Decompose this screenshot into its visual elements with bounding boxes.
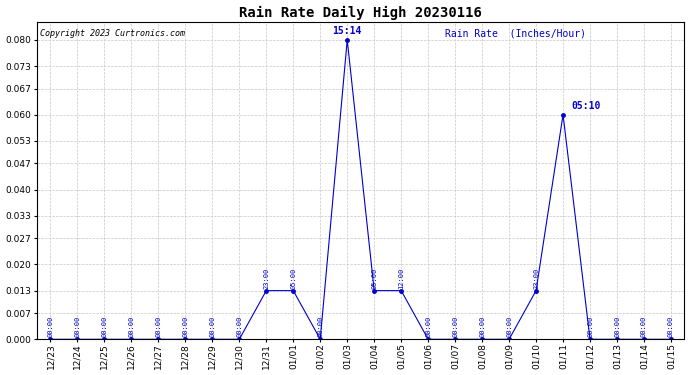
- Text: 23:00: 23:00: [533, 267, 539, 289]
- Text: 00:00: 00:00: [128, 316, 135, 338]
- Title: Rain Rate Daily High 20230116: Rain Rate Daily High 20230116: [239, 6, 482, 20]
- Text: 00:00: 00:00: [236, 316, 242, 338]
- Text: 00:00: 00:00: [317, 316, 323, 338]
- Text: 00:00: 00:00: [641, 316, 647, 338]
- Text: 00:00: 00:00: [587, 316, 593, 338]
- Text: 23:00: 23:00: [264, 267, 269, 289]
- Text: 00:00: 00:00: [479, 316, 485, 338]
- Text: 00:00: 00:00: [452, 316, 458, 338]
- Text: Copyright 2023 Curtronics.com: Copyright 2023 Curtronics.com: [40, 28, 185, 38]
- Text: 00:00: 00:00: [48, 316, 53, 338]
- Text: 00:00: 00:00: [614, 316, 620, 338]
- Text: 00:00: 00:00: [101, 316, 108, 338]
- Text: 00:00: 00:00: [75, 316, 81, 338]
- Text: Rain Rate  (Inches/Hour): Rain Rate (Inches/Hour): [445, 28, 586, 39]
- Text: 00:00: 00:00: [209, 316, 215, 338]
- Text: 00:00: 00:00: [155, 316, 161, 338]
- Text: 00:00: 00:00: [182, 316, 188, 338]
- Text: 00:00: 00:00: [425, 316, 431, 338]
- Text: 15:14: 15:14: [333, 26, 362, 36]
- Text: 12:00: 12:00: [398, 267, 404, 289]
- Text: 05:10: 05:10: [571, 101, 600, 111]
- Text: 00:00: 00:00: [506, 316, 512, 338]
- Text: 05:00: 05:00: [371, 267, 377, 289]
- Text: 00:00: 00:00: [668, 316, 674, 338]
- Text: 05:00: 05:00: [290, 267, 296, 289]
